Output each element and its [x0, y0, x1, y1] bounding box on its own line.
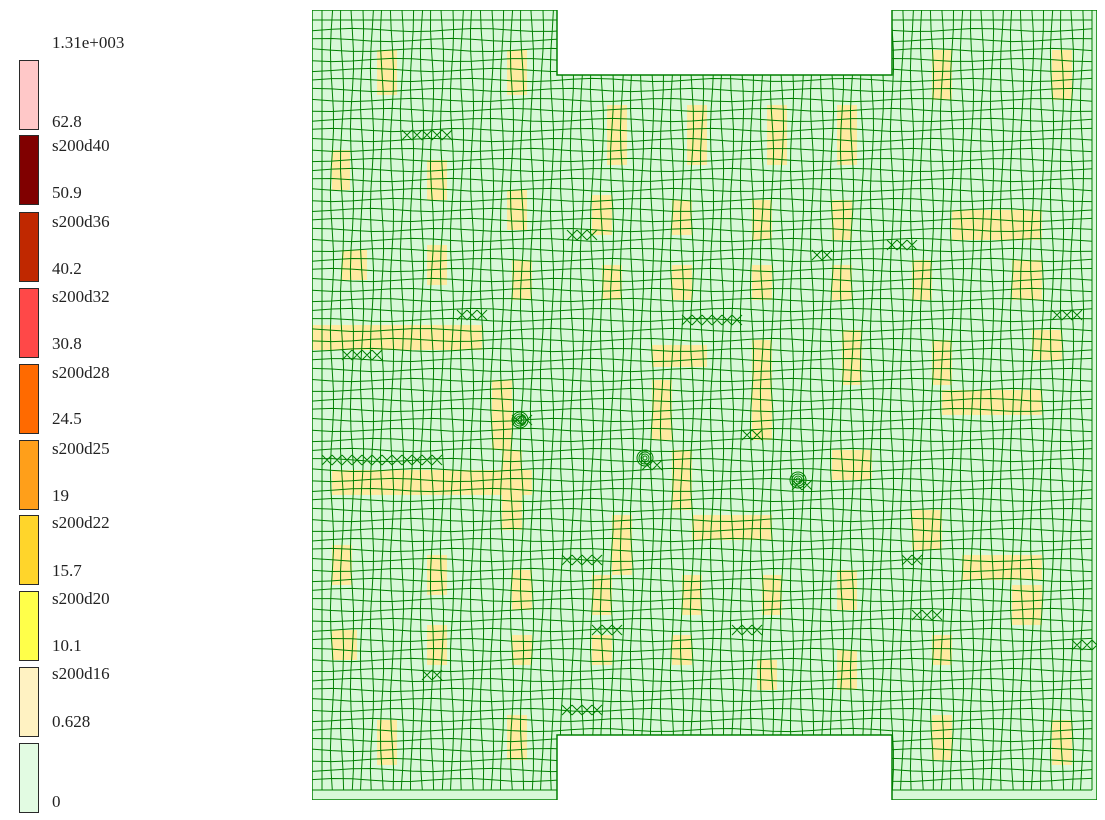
legend-swatch [19, 515, 39, 585]
stress-patch [592, 575, 612, 615]
stress-patch [332, 545, 352, 585]
stress-patch [377, 50, 397, 95]
stress-patch [932, 635, 952, 665]
stress-patch [512, 570, 532, 610]
legend-value-label: 0.628 [52, 712, 91, 731]
stress-patch [832, 200, 852, 240]
stress-highlights [312, 50, 1072, 765]
legend-value-label: 30.8 [52, 334, 82, 353]
stress-patch [837, 105, 857, 165]
legend-name-label: 1.31e+003 [52, 33, 125, 52]
stress-patch [752, 380, 772, 440]
stress-patch [592, 195, 612, 235]
legend-name-label: s200d20 [52, 589, 110, 608]
stress-patch [1032, 330, 1062, 360]
mesh-seams [321, 129, 1097, 716]
legend-name-label: s200d28 [52, 363, 110, 382]
stress-patch [1052, 50, 1072, 100]
stress-patch [342, 250, 367, 280]
stress-patch [672, 200, 692, 235]
column-node [636, 449, 654, 467]
legend-swatch [19, 212, 39, 282]
stress-patch [832, 265, 852, 300]
stress-patch [832, 450, 872, 480]
legend-value-label: 40.2 [52, 259, 82, 278]
slab-outline [312, 10, 1097, 800]
legend-value-label: 24.5 [52, 409, 82, 428]
stress-patch [762, 575, 782, 615]
stress-patch [427, 555, 447, 595]
legend-swatch [19, 135, 39, 205]
legend-swatch [19, 743, 39, 813]
legend-swatch [19, 591, 39, 661]
mesh-plot [312, 10, 1097, 800]
column-node [789, 471, 807, 489]
stress-patch [512, 635, 532, 665]
column-node [640, 453, 650, 463]
stress-patch [427, 245, 447, 285]
stress-patch [672, 265, 692, 300]
legend-swatch [19, 288, 39, 358]
mesh-grid [312, 10, 1097, 800]
stress-patch [837, 650, 857, 690]
stress-patch [952, 210, 1042, 240]
stress-patch [612, 515, 632, 575]
legend-value-label: 62.8 [52, 112, 82, 131]
stress-patch [652, 380, 672, 440]
legend-name-label: s200d40 [52, 136, 110, 155]
stress-patch [427, 160, 447, 200]
legend-panel: 1.31e+003 62.8 s200d40 50.9 s200d36 40.2 s200d… [0, 0, 240, 820]
legend-name-label: s200d25 [52, 439, 110, 458]
stress-patch [652, 345, 707, 367]
legend-name-label: s200d32 [52, 287, 110, 306]
column-node [515, 415, 525, 425]
legend-name-label: s200d36 [52, 212, 110, 231]
legend-swatch [19, 667, 39, 737]
column-node [511, 411, 529, 429]
mesh-canvas [312, 10, 1097, 800]
stress-patch [682, 575, 702, 615]
stress-patch [607, 105, 627, 165]
legend-value-label: 10.1 [52, 636, 82, 655]
column-node [517, 417, 523, 423]
stress-patch [672, 635, 692, 665]
column-node [793, 475, 803, 485]
column-node [638, 451, 652, 465]
stress-patch [767, 105, 787, 165]
legend-name-label: s200d22 [52, 513, 110, 532]
column-node [795, 477, 801, 483]
legend-value-label: 15.7 [52, 561, 82, 580]
stress-patch [687, 105, 707, 165]
legend-swatch [19, 60, 39, 130]
legend-value-label: 50.9 [52, 183, 82, 202]
column-node [642, 455, 648, 461]
legend-swatch [19, 364, 39, 434]
column-node [513, 413, 527, 427]
mesh-horizontal-lines [312, 10, 1093, 800]
stress-patch [962, 555, 1042, 580]
legend-name-label: s200d16 [52, 664, 110, 683]
legend-value-label: 19 [52, 486, 69, 505]
stress-patch [312, 325, 482, 350]
stress-patch [492, 380, 512, 450]
legend-swatch [19, 440, 39, 510]
legend-value-label: 0 [52, 792, 61, 811]
column-node [791, 473, 805, 487]
